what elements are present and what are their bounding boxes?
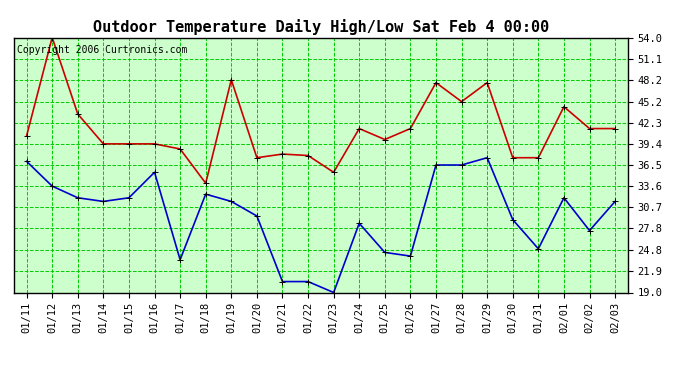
Title: Outdoor Temperature Daily High/Low Sat Feb 4 00:00: Outdoor Temperature Daily High/Low Sat F… <box>92 19 549 35</box>
Text: Copyright 2006 Curtronics.com: Copyright 2006 Curtronics.com <box>17 45 187 55</box>
